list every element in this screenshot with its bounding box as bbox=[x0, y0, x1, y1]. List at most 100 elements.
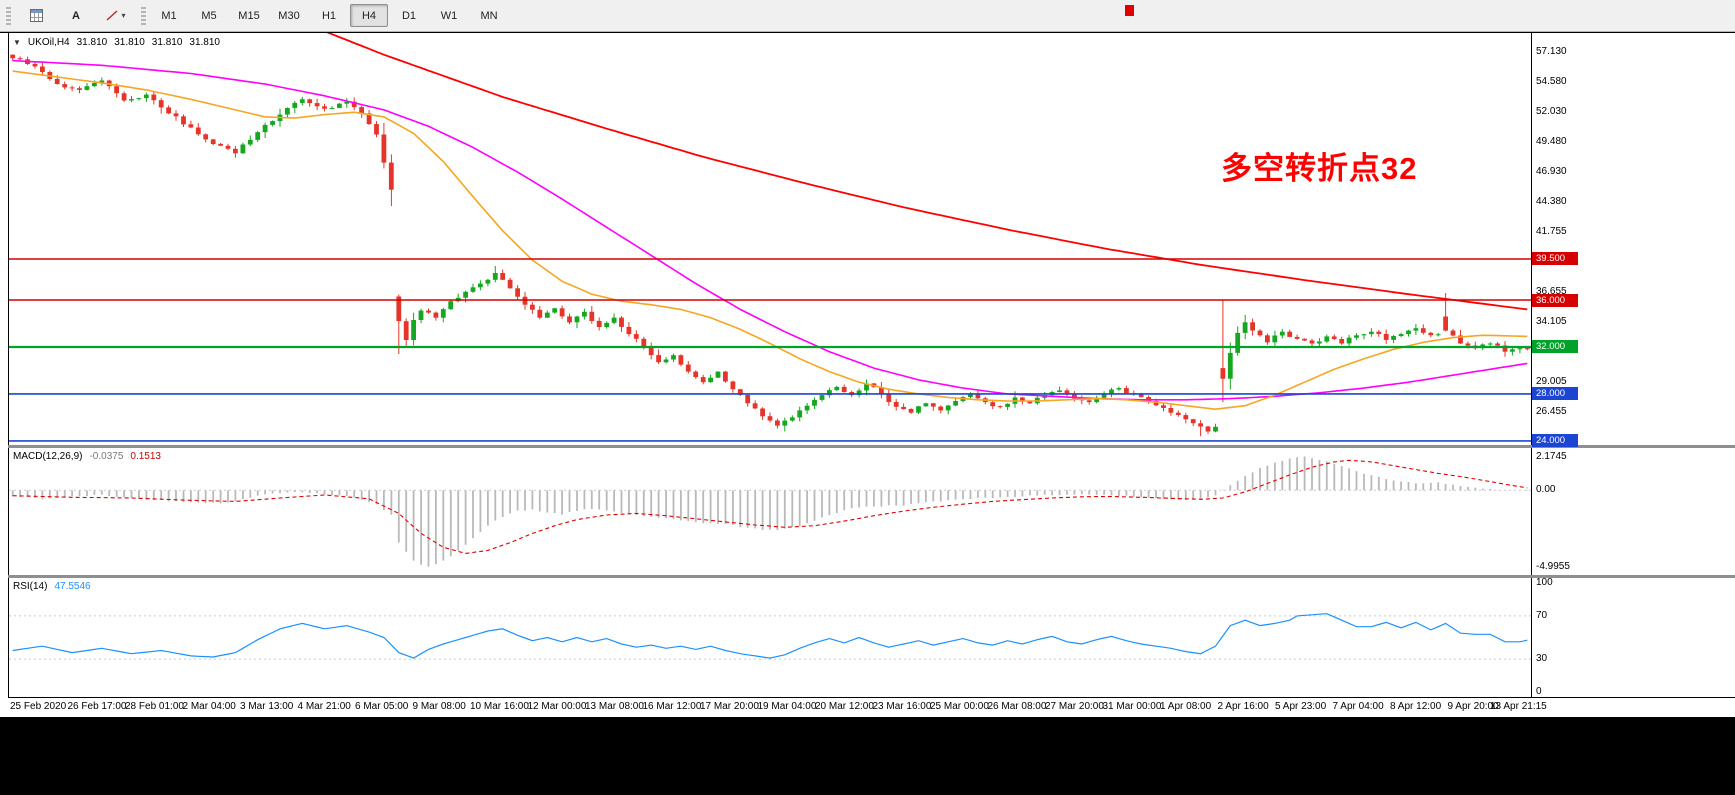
time-label: 12 Mar 00:00 bbox=[527, 701, 587, 712]
macd-signal-value: 0.1513 bbox=[130, 451, 161, 462]
time-label: 13 Mar 08:00 bbox=[585, 701, 644, 712]
time-label: 5 Apr 23:00 bbox=[1275, 701, 1327, 712]
time-label: 26 Feb 17:00 bbox=[67, 701, 127, 712]
tool-button-text-label[interactable]: A bbox=[57, 4, 95, 27]
toolbar-grip[interactable] bbox=[6, 6, 11, 25]
macd-label: MACD(12,26,9) -0.0375 0.1513 bbox=[13, 451, 161, 462]
toolbar: A ▾ M1 M5 M15 M30 H1 H4 D1 W1 MN bbox=[0, 0, 1735, 32]
price-scale-label: 41.755 bbox=[1536, 226, 1567, 237]
price-level-badge: 28.000 bbox=[1532, 387, 1578, 400]
time-label: 1 Apr 08:00 bbox=[1160, 701, 1212, 712]
timeframe-button-m15[interactable]: M15 bbox=[238, 9, 260, 22]
time-label: 3 Mar 13:00 bbox=[240, 701, 294, 712]
main-chart-row: ▼ UKOil,H4 31.810 31.810 31.810 31.810 多… bbox=[8, 33, 1735, 447]
price-scale[interactable]: 57.130 54.580 52.030 49.480 46.930 44.380 41.7… bbox=[1532, 33, 1735, 447]
macd-main-value: -0.0375 bbox=[89, 451, 124, 462]
rsi-row: RSI(14) 47.5546 100 70 30 0 bbox=[8, 577, 1735, 697]
time-label: 25 Mar 00:00 bbox=[930, 701, 989, 712]
timeframe-button-h1[interactable]: H1 bbox=[321, 9, 337, 22]
price-scale-label: 54.580 bbox=[1536, 76, 1567, 87]
time-label: 8 Apr 12:00 bbox=[1390, 701, 1442, 712]
dropdown-caret-icon: ▾ bbox=[121, 11, 126, 20]
price-scale-label: 52.030 bbox=[1536, 106, 1567, 117]
timeframe-button-w1[interactable]: W1 bbox=[440, 9, 458, 22]
timeframe-button-m30[interactable]: M30 bbox=[278, 9, 300, 22]
price-scale-label: 34.105 bbox=[1536, 316, 1567, 327]
time-label: 26 Mar 08:00 bbox=[987, 701, 1047, 712]
time-label: 9 Apr 20:00 bbox=[1447, 701, 1499, 712]
symbol-timeframe: UKOil,H4 bbox=[27, 37, 70, 48]
time-label: 4 Mar 21:00 bbox=[297, 701, 351, 712]
price-scale-label: 49.480 bbox=[1536, 136, 1567, 147]
time-label: 9 Mar 08:00 bbox=[412, 701, 466, 712]
chart-annotation[interactable]: 多空转折点32 bbox=[1221, 151, 1418, 186]
tool-button-draw-lines[interactable]: ▾ bbox=[97, 4, 135, 27]
text-tool-icon: A bbox=[72, 9, 80, 22]
time-label: 25 Feb 2020 bbox=[10, 701, 67, 712]
price-scale-label: 36.655 bbox=[1536, 286, 1567, 297]
symbol-info: ▼ UKOil,H4 31.810 31.810 31.810 31.810 bbox=[13, 37, 220, 48]
time-label: 28 Feb 01:00 bbox=[125, 701, 184, 712]
one-click-trading-toggle[interactable]: ▼ bbox=[13, 38, 21, 47]
rsi-scale[interactable]: 100 70 30 0 bbox=[1532, 577, 1735, 697]
macd-scale[interactable]: 2.1745 0.00 -4.9955 bbox=[1532, 448, 1735, 575]
tool-button-new-order[interactable] bbox=[17, 4, 55, 27]
time-label: 16 Mar 12:00 bbox=[642, 701, 702, 712]
rsi-canvas[interactable] bbox=[9, 578, 1531, 697]
time-label: 6 Mar 05:00 bbox=[355, 701, 409, 712]
ohlc-low: 31.810 bbox=[151, 37, 183, 48]
panel-separator[interactable] bbox=[8, 445, 1735, 448]
ohlc-close: 31.810 bbox=[189, 37, 220, 48]
rsi-scale-label: 70 bbox=[1536, 610, 1548, 621]
macd-scale-label: 2.1745 bbox=[1536, 451, 1567, 462]
candlestick-canvas[interactable] bbox=[9, 33, 1531, 445]
timeframe-button-m1[interactable]: M1 bbox=[161, 9, 177, 22]
trendline-icon bbox=[106, 10, 118, 21]
price-level-badge: 32.000 bbox=[1532, 340, 1578, 353]
time-label: 10 Mar 16:00 bbox=[470, 701, 529, 712]
panel-separator[interactable] bbox=[8, 575, 1735, 578]
time-label: 2 Mar 04:00 bbox=[182, 701, 236, 712]
time-label: 13 Apr 21:15 bbox=[1490, 701, 1547, 712]
time-label: 31 Mar 00:00 bbox=[1102, 701, 1162, 712]
rsi-name: RSI(14) bbox=[13, 581, 48, 592]
rsi-scale-label: 0 bbox=[1536, 686, 1542, 697]
time-label: 19 Mar 04:00 bbox=[757, 701, 817, 712]
price-scale-label: 44.380 bbox=[1536, 196, 1567, 207]
timeframe-button-mn[interactable]: MN bbox=[480, 9, 498, 22]
timeframe-toolbar: M1 M5 M15 M30 H1 H4 D1 W1 MN bbox=[150, 4, 508, 27]
price-scale-label: 57.130 bbox=[1536, 46, 1567, 57]
bottom-black-area bbox=[0, 717, 1735, 795]
time-label: 27 Mar 20:00 bbox=[1045, 701, 1104, 712]
price-level-badge: 24.000 bbox=[1532, 434, 1578, 447]
rsi-label: RSI(14) 47.5546 bbox=[13, 581, 91, 592]
rsi-scale-label: 100 bbox=[1536, 577, 1553, 588]
time-label: 23 Mar 16:00 bbox=[872, 701, 932, 712]
toolbar-tools-group: A ▾ bbox=[2, 4, 150, 27]
rsi-panel[interactable]: RSI(14) 47.5546 bbox=[8, 578, 1532, 697]
red-indicator-icon bbox=[1125, 5, 1134, 16]
price-level-badge: 36.000 bbox=[1532, 294, 1578, 307]
main-chart-plot[interactable]: ▼ UKOil,H4 31.810 31.810 31.810 31.810 多… bbox=[8, 33, 1532, 445]
time-axis[interactable]: 25 Feb 2020 26 Feb 17:00 28 Feb 01:00 2 Mar… bbox=[8, 697, 1735, 717]
price-scale-label: 26.455 bbox=[1536, 406, 1567, 417]
timeframe-button-m5[interactable]: M5 bbox=[201, 9, 217, 22]
macd-panel[interactable]: MACD(12,26,9) -0.0375 0.1513 bbox=[8, 448, 1532, 575]
ohlc-high: 31.810 bbox=[114, 37, 145, 48]
toolbar-grip[interactable] bbox=[141, 6, 146, 25]
timeframe-button-d1[interactable]: D1 bbox=[401, 9, 417, 22]
price-scale-label: 29.005 bbox=[1536, 376, 1567, 387]
grid-icon bbox=[29, 9, 43, 22]
rsi-value: 47.5546 bbox=[54, 581, 91, 592]
macd-name: MACD(12,26,9) bbox=[13, 451, 83, 462]
chart-window: ▼ UKOil,H4 31.810 31.810 31.810 31.810 多… bbox=[0, 32, 1735, 717]
price-scale-label: 46.930 bbox=[1536, 166, 1567, 177]
time-label: 2 Apr 16:00 bbox=[1217, 701, 1269, 712]
rsi-scale-label: 30 bbox=[1536, 653, 1548, 664]
timeframe-button-h4[interactable]: H4 bbox=[350, 4, 388, 27]
macd-scale-label: -4.9955 bbox=[1536, 561, 1570, 572]
macd-canvas[interactable] bbox=[9, 448, 1531, 575]
price-level-badge: 39.500 bbox=[1532, 252, 1578, 265]
macd-scale-label: 0.00 bbox=[1536, 484, 1556, 495]
